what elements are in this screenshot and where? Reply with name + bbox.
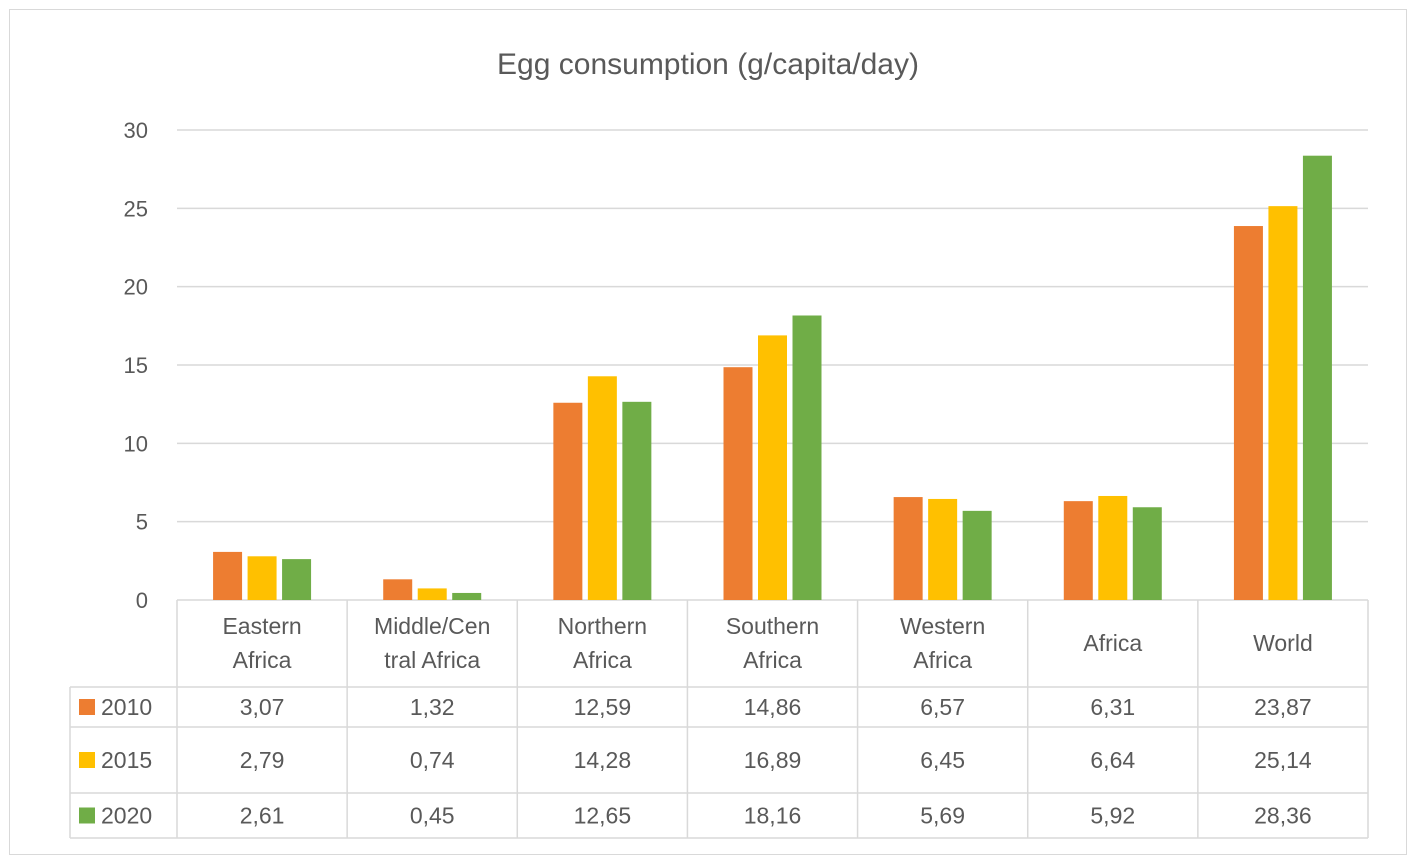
bar-2020	[1302, 155, 1332, 600]
bars	[213, 155, 1332, 600]
data-label: 14,28	[574, 747, 632, 773]
data-label: 12,65	[574, 803, 632, 829]
category-label: World	[1253, 630, 1313, 656]
bar-2020	[282, 559, 312, 600]
data-label: 6,57	[920, 694, 965, 720]
data-label: 6,64	[1090, 747, 1135, 773]
gridlines	[177, 129, 1368, 601]
y-axis-ticks: 0 5 10 15 20 25 30	[124, 118, 148, 613]
legend-key-2010	[79, 699, 95, 715]
bar-2010	[383, 579, 413, 600]
legend-label: 2010	[101, 694, 152, 720]
chart-frame	[9, 9, 1407, 855]
legend-label: 2015	[101, 747, 152, 773]
data-table: Eastern Africa Middle/Cen tral Africa Northe…	[69, 600, 1369, 839]
y-tick-label: 15	[124, 353, 148, 378]
data-label: 28,36	[1254, 803, 1312, 829]
bar-2010	[1233, 226, 1263, 600]
bar-2015	[247, 556, 277, 600]
data-label: 0,74	[410, 747, 455, 773]
bar-2010	[1063, 501, 1093, 600]
bar-2010	[553, 402, 583, 600]
data-label: 3,07	[240, 694, 285, 720]
data-label: 6,45	[920, 747, 965, 773]
bar-2015	[1098, 495, 1128, 600]
category-label: Northern Africa	[558, 613, 647, 673]
data-label: 5,69	[920, 803, 965, 829]
bar-2015	[758, 335, 787, 600]
data-label: 12,59	[574, 694, 632, 720]
data-label: 5,92	[1090, 803, 1135, 829]
bar-2020	[962, 510, 992, 600]
data-label: 0,45	[410, 803, 455, 829]
data-label: 2,61	[240, 803, 285, 829]
y-tick-label: 5	[136, 510, 148, 535]
bar-2020	[622, 401, 652, 600]
category-label: Africa	[1083, 630, 1142, 656]
bar-2015	[417, 588, 447, 600]
bar-2010	[893, 497, 923, 600]
category-label: Western Africa	[900, 613, 985, 673]
y-tick-label: 10	[124, 431, 148, 456]
bar-2010	[213, 551, 243, 600]
legend-key-2015	[79, 752, 95, 768]
data-label: 6,31	[1090, 694, 1135, 720]
category-label: Southern Africa	[726, 613, 819, 673]
category-label: Middle/Cen tral Africa	[374, 613, 490, 673]
legend-key-2020	[79, 807, 95, 824]
bar-2010	[723, 367, 753, 600]
bar-2020	[1132, 507, 1162, 600]
chart-title: Egg consumption (g/capita/day)	[497, 48, 919, 81]
data-label: 23,87	[1254, 694, 1312, 720]
bar-2015	[928, 498, 958, 600]
data-label: 25,14	[1254, 747, 1312, 773]
y-tick-label: 0	[136, 588, 148, 613]
data-label: 1,32	[410, 694, 455, 720]
data-label: 16,89	[744, 747, 802, 773]
y-tick-label: 20	[124, 275, 148, 300]
y-tick-label: 30	[124, 118, 148, 143]
bar-2020	[792, 315, 822, 600]
category-label: Eastern Africa	[222, 613, 301, 673]
data-label: 18,16	[744, 803, 802, 829]
bar-2015	[1268, 206, 1298, 600]
bar-2015	[587, 376, 617, 600]
y-tick-label: 25	[124, 196, 148, 221]
bar-2020	[452, 592, 482, 600]
data-label: 2,79	[240, 747, 285, 773]
data-label: 14,86	[744, 694, 802, 720]
legend-label: 2020	[101, 803, 152, 829]
